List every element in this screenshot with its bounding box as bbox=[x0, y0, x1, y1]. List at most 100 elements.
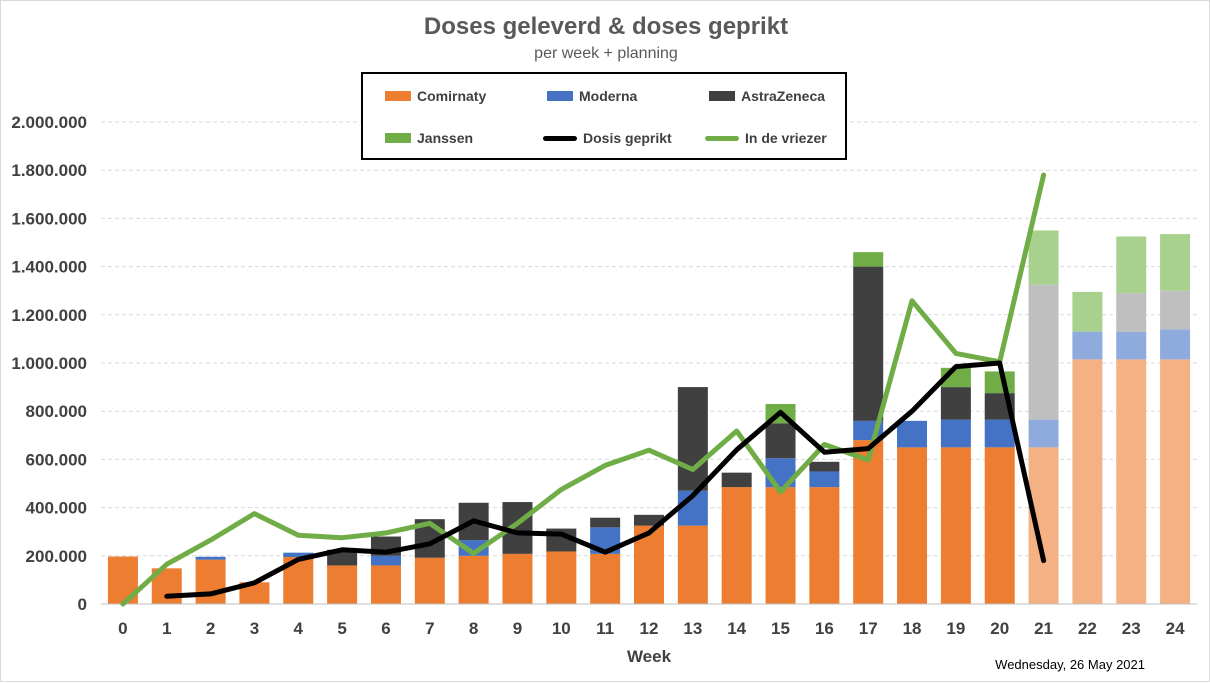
bar-janssen-week-23 bbox=[1116, 236, 1147, 294]
chart-subtitle: per week + planning bbox=[534, 45, 678, 62]
bar-comirnaty-week-8 bbox=[458, 555, 489, 604]
legend-item-janssen: Janssen bbox=[385, 130, 473, 146]
y-tick-label: 2.000.000 bbox=[11, 113, 87, 132]
x-tick-label: 19 bbox=[946, 619, 965, 638]
bar-moderna-week-6 bbox=[370, 555, 401, 566]
bar-comirnaty-week-14 bbox=[721, 487, 752, 604]
x-tick-label: 22 bbox=[1078, 619, 1097, 638]
x-tick-label: 9 bbox=[513, 619, 522, 638]
legend-item-astrazeneca: AstraZeneca bbox=[709, 88, 825, 104]
legend-label-in-de-vriezer: In de vriezer bbox=[745, 130, 827, 146]
bar-moderna-week-19 bbox=[940, 419, 971, 448]
bar-moderna-week-18 bbox=[897, 420, 928, 448]
bar-janssen-week-24 bbox=[1160, 234, 1191, 291]
bar-astrazeneca-week-13 bbox=[677, 387, 708, 491]
bar-comirnaty-week-24 bbox=[1160, 359, 1191, 604]
bar-moderna-week-2 bbox=[195, 556, 226, 560]
legend-item-moderna: Moderna bbox=[547, 88, 637, 104]
bar-comirnaty-week-20 bbox=[984, 447, 1015, 604]
bar-comirnaty-week-3 bbox=[239, 582, 270, 604]
x-tick-label: 3 bbox=[250, 619, 259, 638]
x-tick-label: 6 bbox=[381, 619, 390, 638]
bar-moderna-week-4 bbox=[283, 552, 314, 558]
bar-astrazeneca-week-11 bbox=[590, 517, 621, 528]
bar-astrazeneca-week-14 bbox=[721, 472, 752, 488]
legend-item-comirnaty: Comirnaty bbox=[385, 88, 486, 104]
x-tick-label: 5 bbox=[337, 619, 346, 638]
legend-swatch-comirnaty bbox=[385, 91, 411, 101]
y-tick-label: 1.600.000 bbox=[11, 209, 87, 228]
bar-astrazeneca-week-12 bbox=[634, 514, 664, 526]
bar-moderna-week-23 bbox=[1116, 331, 1147, 360]
y-tick-label: 1.800.000 bbox=[11, 161, 87, 180]
y-tick-label: 1.200.000 bbox=[11, 306, 87, 325]
x-axis-label: Week bbox=[627, 647, 672, 666]
legend-swatch-astrazeneca bbox=[709, 91, 735, 101]
legend-swatch-moderna bbox=[547, 91, 573, 101]
legend-item-in-de-vriezer: In de vriezer bbox=[705, 130, 827, 146]
legend-label-moderna: Moderna bbox=[579, 88, 638, 104]
bar-comirnaty-week-11 bbox=[590, 553, 621, 604]
bar-janssen-week-20 bbox=[984, 371, 1015, 394]
line-dosis-geprikt bbox=[164, 360, 1047, 599]
y-tick-label: 800.000 bbox=[26, 402, 87, 421]
y-tick-label: 400.000 bbox=[26, 499, 87, 518]
x-tick-label: 24 bbox=[1166, 619, 1185, 638]
x-tick-label: 10 bbox=[552, 619, 571, 638]
footer-date: Wednesday, 26 May 2021 bbox=[995, 657, 1145, 672]
bar-moderna-week-20 bbox=[984, 419, 1015, 448]
bar-moderna-week-24 bbox=[1160, 329, 1191, 360]
bar-astrazeneca-week-24 bbox=[1160, 290, 1191, 330]
bar-janssen-week-22 bbox=[1072, 291, 1103, 332]
x-tick-label: 13 bbox=[683, 619, 702, 638]
bar-comirnaty-week-19 bbox=[940, 447, 971, 604]
legend-label-dosis-geprikt: Dosis geprikt bbox=[583, 130, 672, 146]
bar-comirnaty-week-10 bbox=[546, 551, 577, 604]
bar-astrazeneca-week-17 bbox=[853, 266, 884, 421]
y-tick-label: 0 bbox=[78, 595, 87, 614]
x-tick-label: 14 bbox=[727, 619, 746, 638]
x-tick-label: 21 bbox=[1034, 619, 1053, 638]
bar-comirnaty-week-5 bbox=[327, 565, 358, 604]
bar-moderna-week-22 bbox=[1072, 331, 1103, 360]
legend-label-comirnaty: Comirnaty bbox=[417, 88, 487, 104]
bar-comirnaty-week-21 bbox=[1028, 447, 1059, 604]
x-tick-label: 2 bbox=[206, 619, 215, 638]
bar-comirnaty-week-2 bbox=[195, 559, 226, 604]
legend-label-janssen: Janssen bbox=[417, 130, 474, 146]
bar-astrazeneca-week-15 bbox=[765, 423, 796, 459]
y-tick-label: 1.000.000 bbox=[11, 354, 87, 373]
x-tick-label: 17 bbox=[859, 619, 878, 638]
bar-comirnaty-week-18 bbox=[897, 447, 928, 604]
bar-comirnaty-week-23 bbox=[1116, 359, 1147, 604]
legend-label-astrazeneca: AstraZeneca bbox=[741, 88, 826, 104]
y-tick-label: 200.000 bbox=[26, 547, 87, 566]
bar-comirnaty-week-22 bbox=[1072, 359, 1103, 604]
bar-astrazeneca-week-23 bbox=[1116, 293, 1147, 332]
bar-astrazeneca-week-16 bbox=[809, 461, 840, 472]
bar-comirnaty-week-7 bbox=[414, 557, 445, 604]
x-tick-label: 12 bbox=[640, 619, 659, 638]
bar-moderna-week-16 bbox=[809, 471, 840, 488]
x-tick-label: 11 bbox=[596, 619, 614, 638]
legend-swatch-dosis-geprikt bbox=[543, 135, 577, 141]
x-tick-label: 23 bbox=[1122, 619, 1141, 638]
bar-janssen-week-17 bbox=[853, 252, 884, 267]
x-tick-label: 15 bbox=[771, 619, 790, 638]
bar-moderna-week-21 bbox=[1028, 419, 1059, 448]
bar-comirnaty-week-9 bbox=[502, 553, 533, 604]
bar-comirnaty-week-13 bbox=[677, 525, 708, 604]
x-tick-label: 4 bbox=[294, 619, 304, 638]
bar-comirnaty-week-17 bbox=[853, 440, 884, 604]
bar-astrazeneca-week-21 bbox=[1028, 284, 1059, 420]
y-tick-label: 1.400.000 bbox=[11, 258, 87, 277]
x-tick-label: 1 bbox=[162, 619, 171, 638]
legend-swatch-in-de-vriezer bbox=[705, 135, 739, 141]
line-in-de-vriezer bbox=[120, 172, 1047, 607]
x-tick-label: 0 bbox=[118, 619, 127, 638]
bar-moderna-week-8 bbox=[458, 540, 489, 556]
x-tick-label: 8 bbox=[469, 619, 478, 638]
chart-legend: Comirnaty Moderna AstraZeneca Janssen Do… bbox=[361, 72, 847, 160]
